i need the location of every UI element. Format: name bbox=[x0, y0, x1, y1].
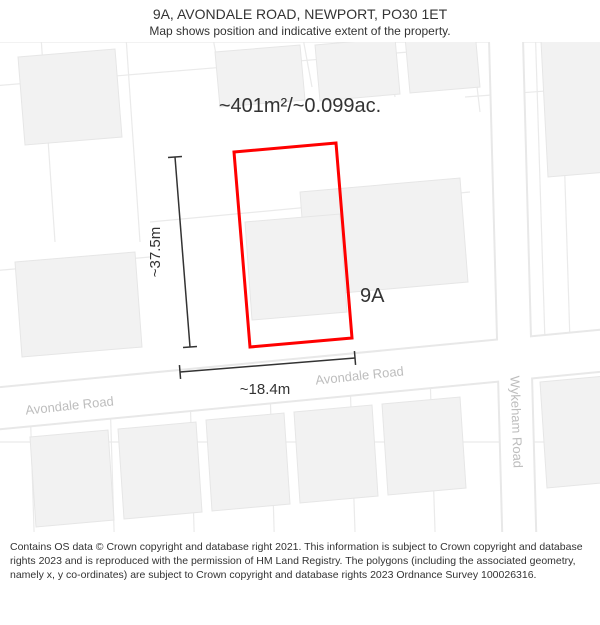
map-canvas: Avondale RoadAvondale RoadWykeham Road9A… bbox=[0, 42, 600, 532]
page-subtitle: Map shows position and indicative extent… bbox=[10, 24, 590, 38]
property-map: Avondale RoadAvondale RoadWykeham Road9A… bbox=[0, 42, 600, 532]
page-title: 9A, AVONDALE ROAD, NEWPORT, PO30 1ET bbox=[10, 6, 590, 22]
header: 9A, AVONDALE ROAD, NEWPORT, PO30 1ET Map… bbox=[0, 0, 600, 42]
svg-text:~18.4m: ~18.4m bbox=[240, 381, 290, 398]
svg-text:~37.5m: ~37.5m bbox=[147, 227, 164, 277]
copyright-footer: Contains OS data © Crown copyright and d… bbox=[0, 532, 600, 583]
svg-text:9A: 9A bbox=[360, 285, 385, 307]
svg-text:~401m²/~0.099ac.: ~401m²/~0.099ac. bbox=[219, 95, 381, 117]
